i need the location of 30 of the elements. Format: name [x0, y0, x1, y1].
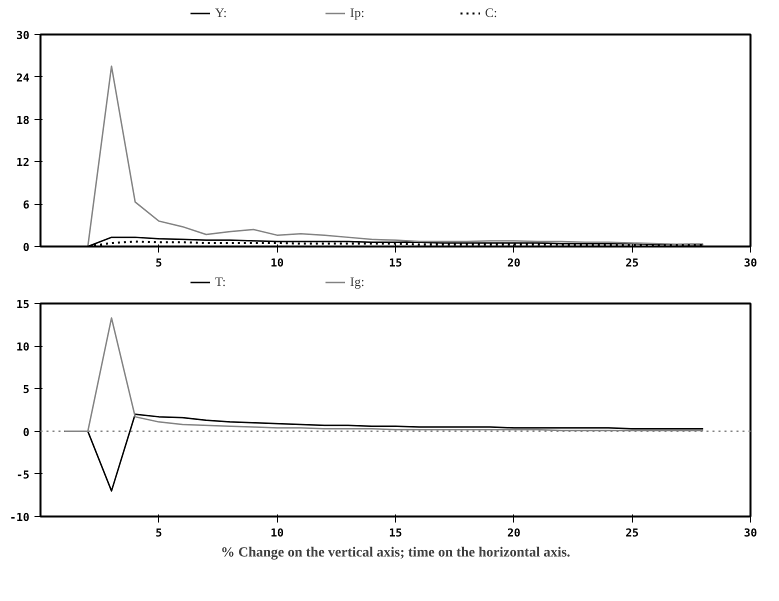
y-tick-label: 5 [22, 383, 30, 396]
legend-label: Ig: [350, 274, 366, 290]
x-tick-label: 10 [270, 526, 284, 540]
x-tick-label: 5 [156, 526, 162, 540]
legend-label: Ip: [350, 5, 366, 21]
y-tick-label: 10 [16, 340, 30, 354]
y-tick-label: 24 [16, 71, 30, 84]
y-tick-label: 0 [22, 241, 30, 254]
x-tick-label: 30 [744, 526, 758, 540]
x-tick-label: 15 [388, 256, 402, 270]
x-tick-label: 15 [388, 526, 402, 540]
y-tick-label: -5 [16, 468, 30, 482]
x-tick-label: 25 [626, 256, 639, 270]
x-tick-label: 20 [507, 256, 520, 270]
text: % Change on the vertical axis; time on the horizontal axis. [220, 546, 570, 560]
y-tick-label: -10 [10, 511, 30, 524]
x-tick-label: 30 [744, 256, 758, 270]
y-tick-label: 18 [16, 114, 30, 127]
y-tick-label: 0 [22, 426, 30, 439]
x-tick-label: 10 [270, 256, 284, 270]
y-tick-label: 12 [16, 156, 30, 170]
x-tick-label: 20 [507, 526, 520, 540]
legend-label: Y: [215, 5, 228, 21]
y-tick-label: 30 [16, 29, 30, 42]
legend-label: C: [485, 5, 498, 21]
x-tick-label: 5 [156, 256, 162, 270]
x-tick-label: 25 [626, 526, 639, 540]
legend-label: T: [215, 274, 227, 290]
y-tick-label: 6 [22, 198, 30, 212]
y-tick-label: 15 [16, 298, 30, 311]
